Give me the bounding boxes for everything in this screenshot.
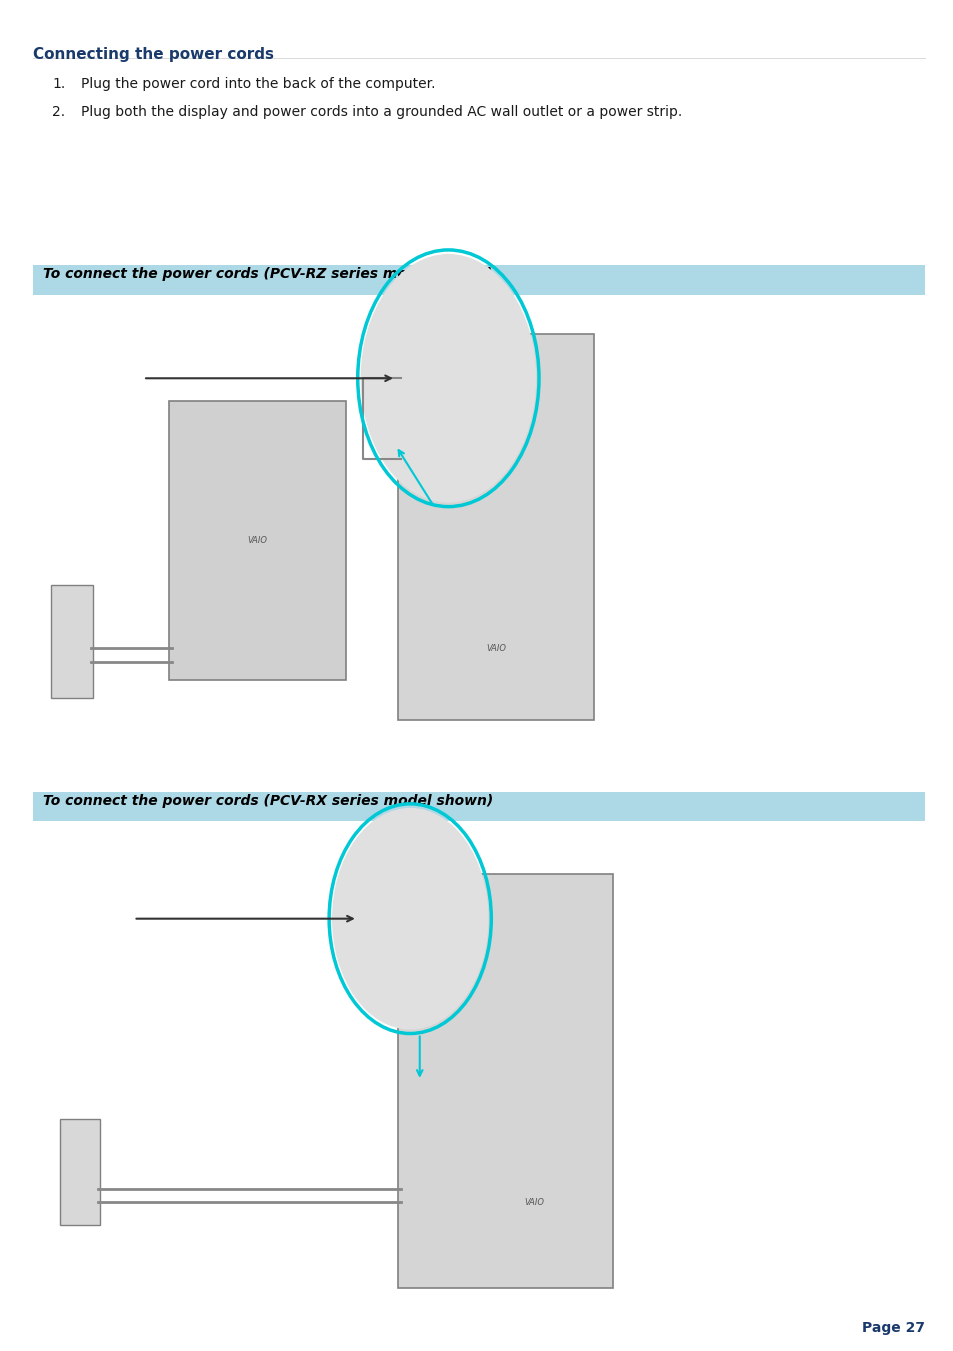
FancyBboxPatch shape (51, 585, 92, 698)
Text: Plug both the display and power cords into a grounded AC wall outlet or a power : Plug both the display and power cords in… (81, 105, 681, 119)
Circle shape (332, 808, 488, 1029)
Circle shape (360, 254, 536, 503)
Text: To connect the power cords (PCV-RX series model shown): To connect the power cords (PCV-RX serie… (43, 794, 493, 808)
FancyBboxPatch shape (397, 334, 594, 720)
Text: To connect the power cords (PCV-RZ series model shown): To connect the power cords (PCV-RZ serie… (43, 267, 492, 281)
FancyBboxPatch shape (169, 401, 346, 680)
FancyBboxPatch shape (33, 265, 924, 295)
Text: Page 27: Page 27 (862, 1321, 924, 1335)
FancyBboxPatch shape (60, 1119, 100, 1225)
Text: Connecting the power cords: Connecting the power cords (33, 47, 274, 62)
FancyBboxPatch shape (71, 320, 882, 792)
Text: 2.: 2. (52, 105, 66, 119)
Text: VAIO: VAIO (248, 536, 267, 544)
FancyBboxPatch shape (397, 874, 613, 1288)
FancyBboxPatch shape (33, 792, 924, 821)
Text: Plug the power cord into the back of the computer.: Plug the power cord into the back of the… (81, 77, 436, 91)
Text: 1.: 1. (52, 77, 66, 91)
Text: VAIO: VAIO (524, 1198, 543, 1206)
Text: VAIO: VAIO (486, 644, 505, 653)
